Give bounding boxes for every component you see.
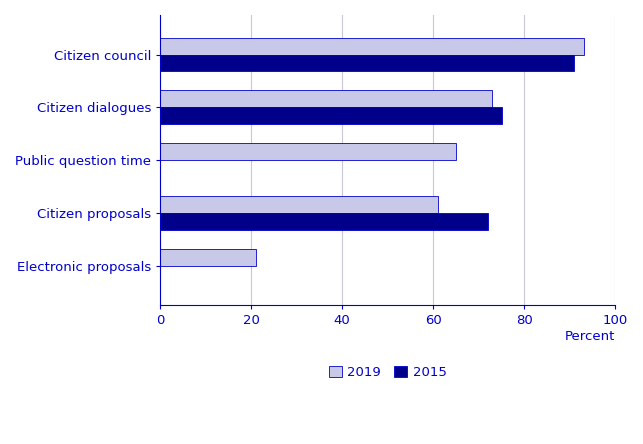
Bar [160, 213, 488, 230]
Legend: 2019, 2015: 2019, 2015 [323, 361, 452, 385]
Bar [160, 55, 574, 71]
Bar [160, 107, 502, 124]
X-axis label: Percent: Percent [565, 330, 615, 343]
Bar [160, 91, 493, 107]
Bar [160, 196, 438, 213]
Bar [160, 143, 456, 160]
Bar [160, 38, 583, 55]
Bar [160, 249, 256, 266]
